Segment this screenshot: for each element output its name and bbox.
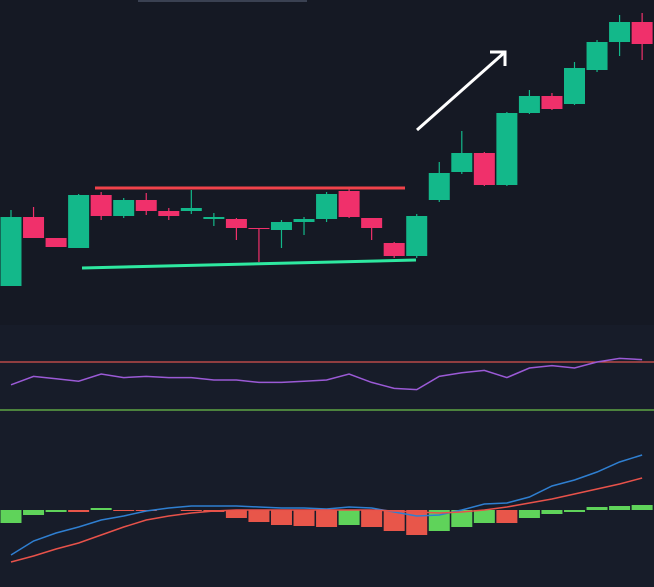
candle-body bbox=[248, 228, 270, 229]
candle-body bbox=[45, 238, 67, 247]
support-line bbox=[81, 258, 417, 270]
histogram-bar bbox=[270, 510, 292, 525]
histogram-bar bbox=[90, 508, 112, 510]
candle-body bbox=[541, 96, 563, 109]
histogram-bar bbox=[609, 506, 631, 510]
histogram-bar bbox=[113, 510, 135, 511]
histogram-bar bbox=[361, 510, 383, 527]
candle-body bbox=[518, 96, 540, 113]
indicator-line bbox=[10, 477, 643, 563]
candle-body bbox=[203, 217, 225, 219]
candle-body bbox=[564, 68, 585, 104]
candle-body bbox=[451, 153, 473, 172]
histogram-bar bbox=[45, 510, 67, 512]
candle-body bbox=[68, 195, 90, 248]
histogram-bar bbox=[180, 510, 202, 511]
histogram-bar bbox=[496, 510, 518, 523]
candle-body bbox=[23, 217, 45, 238]
candle-body bbox=[383, 243, 405, 256]
trend-arrow bbox=[416, 50, 507, 132]
histogram-bar bbox=[0, 510, 22, 523]
histogram-bar bbox=[406, 510, 428, 535]
candle-body bbox=[586, 42, 608, 70]
candle-body bbox=[338, 191, 360, 217]
histogram-bar bbox=[586, 507, 608, 510]
candle-body bbox=[473, 153, 495, 185]
histogram-bar bbox=[541, 510, 563, 514]
histogram-bar bbox=[225, 510, 247, 518]
histogram-bar bbox=[473, 510, 495, 523]
histogram-bar bbox=[248, 510, 270, 522]
candle-body bbox=[180, 208, 202, 211]
candle-body bbox=[225, 219, 247, 228]
candle-body bbox=[631, 22, 653, 44]
candle-body bbox=[113, 200, 135, 216]
price-panel bbox=[0, 0, 654, 325]
histogram-bar bbox=[631, 505, 653, 510]
histogram-bar bbox=[451, 510, 473, 527]
histogram-bar bbox=[518, 510, 540, 518]
candle-body bbox=[361, 218, 383, 228]
candle-body bbox=[158, 211, 180, 216]
histogram-bar bbox=[23, 510, 45, 515]
histogram-bar bbox=[68, 510, 90, 512]
histogram-bar bbox=[316, 510, 338, 527]
histogram-bar bbox=[383, 510, 405, 531]
indicator-panel bbox=[0, 325, 654, 587]
histogram-bar bbox=[293, 510, 315, 526]
candle-body bbox=[406, 216, 428, 256]
top-bar bbox=[138, 0, 307, 2]
candle-body bbox=[270, 222, 292, 230]
indicator-line bbox=[10, 454, 643, 556]
histogram-bar bbox=[338, 510, 360, 525]
candle-body bbox=[293, 219, 315, 222]
candle-body bbox=[316, 194, 338, 219]
histogram-bar bbox=[564, 510, 585, 512]
candle-body bbox=[428, 173, 450, 200]
indicator-line bbox=[10, 357, 643, 391]
candle-body bbox=[135, 200, 157, 211]
candle-body bbox=[0, 217, 22, 286]
candle-body bbox=[90, 195, 112, 216]
candle-body bbox=[496, 113, 518, 185]
candle-body bbox=[609, 22, 631, 42]
